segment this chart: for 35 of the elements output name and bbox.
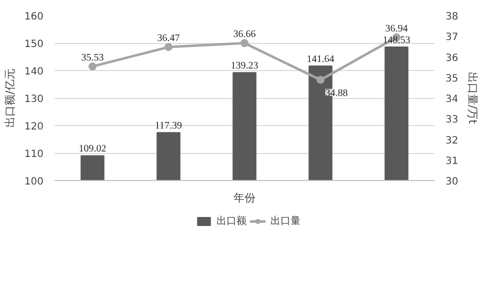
y-tick-label: 110 [24,149,44,160]
y2-tick-label: 30 [446,176,458,188]
y2-tick-label: 34 [446,94,458,105]
y2-tick-label: 35 [446,73,458,84]
y-axis-title: 出口额/亿元 [3,68,16,128]
y-tick-label: 130 [24,94,44,105]
y2-tick-label: 33 [446,114,458,126]
y2-tick-label: 38 [446,12,458,22]
y-tick-label: 160 [24,12,44,22]
data-label: 36.94 [385,23,408,34]
x-axis-title: 年份 [234,192,256,204]
data-label: 148.53 [382,35,410,46]
y-tick-label: 120 [24,122,44,132]
data-label: 117.39 [154,120,182,132]
data-label: 109.02 [78,144,106,155]
y2-tick-label: 37 [446,32,458,44]
point [316,76,324,84]
data-label: 139.23 [230,60,258,72]
y2-tick-label: 31 [446,156,458,167]
data-label: 35.53 [81,52,104,64]
y2-tick-label: 32 [446,135,458,146]
point [88,62,96,70]
data-label: 141.64 [306,54,334,65]
y-tick-label: 100 [24,176,44,188]
y-tick-label: 140 [24,66,44,78]
y2-axis-title: 出口量/万t [466,72,480,125]
data-label: 36.47 [157,33,180,44]
data-label: 36.66 [233,29,256,40]
legend-label: 出口额 [216,214,246,228]
data-label: 34.88 [325,88,348,99]
y2-tick-label: 36 [446,52,458,64]
point [164,43,172,52]
point [240,39,248,48]
legend-label: 出口量 [270,214,300,228]
y-tick-label: 150 [24,39,44,50]
